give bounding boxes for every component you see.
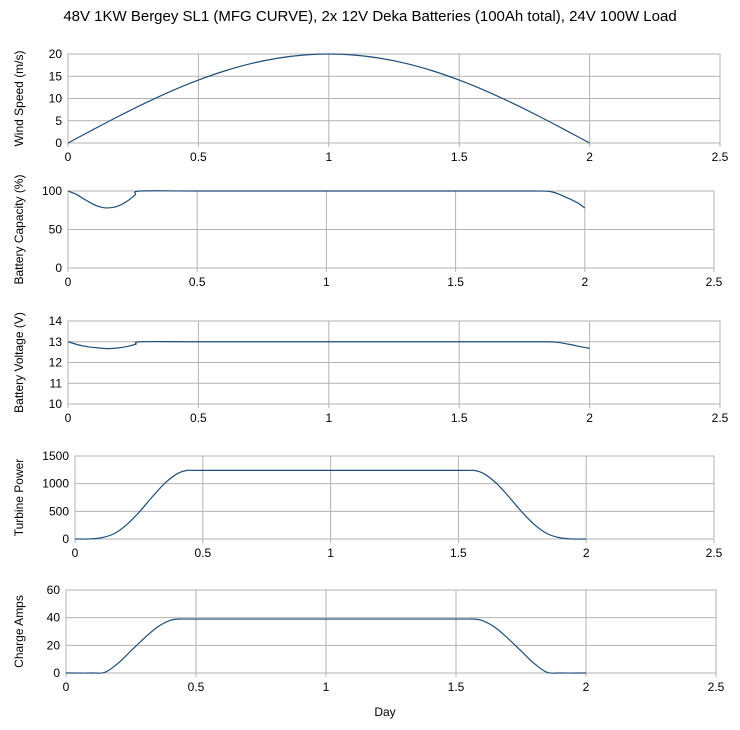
x-tick-label: 2.5 [712, 411, 729, 425]
plot-area [65, 589, 717, 674]
series-line [67, 53, 590, 144]
series-line [74, 469, 587, 540]
y-tick-label: 100 [42, 184, 62, 198]
y-tick-label: 50 [49, 223, 63, 237]
y-tick-label: 500 [49, 504, 69, 518]
x-tick-label: 1 [325, 411, 332, 425]
y-tick-label: 5 [55, 114, 62, 128]
x-tick-label: 0 [65, 275, 72, 289]
x-tick-label: 1 [327, 546, 334, 560]
y-axis-label: Turbine Power [12, 459, 26, 537]
y-tick-label: 11 [50, 376, 63, 390]
y-axis-label: Battery Voltage (V) [12, 312, 26, 413]
x-axis-label: Day [374, 705, 396, 719]
x-tick-label: 1.5 [447, 275, 464, 289]
x-tick-label: 2 [583, 546, 590, 560]
y-tick-label: 10 [49, 397, 63, 411]
y-tick-label: 13 [49, 335, 63, 349]
y-tick-label: 0 [55, 261, 62, 275]
y-axis-label: Battery Capacity (%) [12, 174, 26, 284]
y-tick-label: 60 [47, 583, 61, 597]
x-tick-label: 0.5 [188, 680, 205, 694]
x-tick-label: 2.5 [706, 546, 723, 560]
x-tick-label: 2 [586, 150, 593, 164]
y-tick-label: 12 [49, 356, 63, 370]
x-tick-label: 2.5 [706, 275, 723, 289]
series-line [65, 618, 587, 674]
x-tick-label: 2 [581, 275, 588, 289]
x-tick-label: 1.5 [451, 150, 468, 164]
x-tick-label: 0 [63, 680, 70, 694]
y-axis-label: Charge Amps [12, 595, 26, 668]
x-tick-label: 0 [65, 150, 72, 164]
x-tick-label: 0.5 [189, 275, 206, 289]
series-line [67, 340, 590, 350]
plot-area [67, 320, 721, 405]
y-tick-label: 0 [62, 532, 69, 546]
chart-panel-4: 0 500 1000 1500 0 0.5 1 1.5 2 2.5 Turbine Power [12, 449, 723, 560]
y-tick-label: 40 [47, 611, 61, 625]
chart-title: 48V 1KW Bergey SL1 (MFG CURVE), 2x 12V D… [63, 8, 677, 25]
y-tick-label: 1000 [42, 477, 69, 491]
y-tick-label: 15 [49, 69, 63, 83]
x-tick-label: 2.5 [712, 150, 729, 164]
x-tick-label: 2 [583, 680, 590, 694]
x-tick-label: 2 [586, 411, 593, 425]
chart-panel-5: 0 20 40 60 0 0.5 1 1.5 2 2.5 Charge Amps [12, 583, 725, 694]
x-tick-label: 1 [323, 275, 330, 289]
plot-area [74, 455, 715, 540]
x-tick-label: 2.5 [708, 680, 725, 694]
x-tick-label: 0.5 [194, 546, 211, 560]
y-tick-label: 20 [49, 47, 63, 61]
x-tick-label: 1 [323, 680, 330, 694]
chart-panel-2: 0 50 100 0 0.5 1 1.5 2 2.5 Battery Capacity (%) [12, 174, 723, 289]
y-tick-label: 0 [53, 666, 60, 680]
x-tick-label: 0 [72, 546, 79, 560]
y-tick-label: 20 [47, 638, 61, 652]
y-tick-label: 0 [55, 136, 62, 150]
y-axis-label: Wind Speed (m/s) [12, 50, 26, 146]
plot-area [67, 53, 721, 144]
y-tick-label: 1500 [42, 449, 69, 463]
x-tick-label: 1.5 [450, 546, 467, 560]
series-line [67, 190, 586, 209]
x-tick-label: 1 [325, 150, 332, 164]
y-tick-label: 10 [49, 92, 63, 106]
x-tick-label: 0.5 [190, 411, 207, 425]
x-tick-label: 1.5 [451, 411, 468, 425]
chart-panel-3: 10 11 12 13 14 0 0.5 1 1.5 2 2.5 Battery Voltage (V… [12, 312, 729, 425]
x-tick-label: 0 [65, 411, 72, 425]
y-tick-label: 14 [49, 314, 63, 328]
chart-panel-1: 0 5 10 15 20 0 0.5 1 1.5 2 2.5 Wind Speed (m/s) [12, 47, 729, 164]
x-tick-label: 1.5 [448, 680, 465, 694]
x-tick-label: 0.5 [190, 150, 207, 164]
